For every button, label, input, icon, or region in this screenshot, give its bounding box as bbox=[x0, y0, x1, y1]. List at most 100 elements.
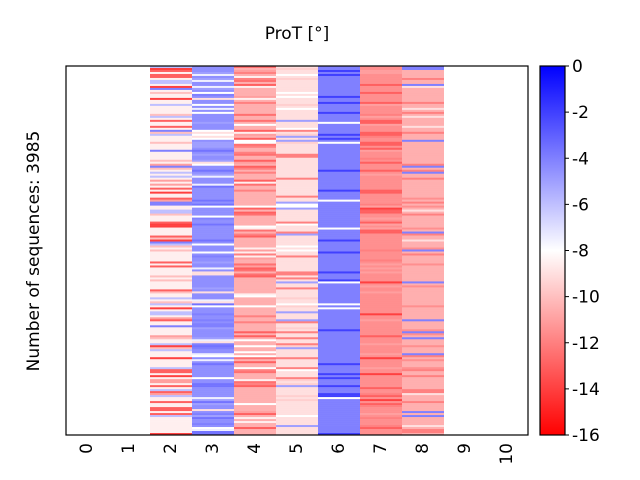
heatmap-cell bbox=[402, 371, 444, 374]
heatmap-cell bbox=[192, 349, 234, 352]
heatmap-cell bbox=[150, 297, 192, 300]
heatmap-cell bbox=[318, 397, 360, 400]
heatmap-cell bbox=[360, 241, 402, 244]
heatmap-cell bbox=[192, 413, 234, 416]
heatmap-cell bbox=[192, 277, 234, 280]
heatmap-cell bbox=[234, 339, 276, 342]
heatmap-cell bbox=[276, 345, 318, 348]
heatmap-cell bbox=[360, 305, 402, 308]
heatmap-cell bbox=[192, 171, 234, 174]
heatmap-cell bbox=[318, 229, 360, 232]
heatmap-cell bbox=[150, 275, 192, 278]
heatmap-cell bbox=[318, 293, 360, 296]
heatmap-cell bbox=[276, 119, 318, 123]
heatmap-cell bbox=[360, 289, 402, 292]
heatmap-cell bbox=[234, 407, 276, 410]
heatmap-cell bbox=[360, 231, 402, 234]
heatmap-cell bbox=[276, 319, 318, 322]
heatmap-cell bbox=[276, 189, 318, 192]
heatmap-cell bbox=[402, 427, 444, 430]
heatmap-cell bbox=[402, 401, 444, 404]
heatmap-cell bbox=[276, 219, 318, 222]
heatmap-cell bbox=[192, 199, 234, 202]
heatmap-cell bbox=[192, 219, 234, 222]
heatmap-cell bbox=[192, 97, 234, 101]
heatmap-cell bbox=[192, 415, 234, 418]
heatmap-cell bbox=[360, 431, 402, 434]
heatmap-cell bbox=[234, 243, 276, 246]
heatmap-cell bbox=[402, 69, 444, 73]
heatmap-cell bbox=[150, 425, 192, 428]
heatmap-cell bbox=[360, 261, 402, 264]
heatmap-cell bbox=[360, 339, 402, 342]
heatmap-cell bbox=[276, 423, 318, 426]
heatmap-cell bbox=[318, 389, 360, 392]
heatmap-cell bbox=[276, 407, 318, 410]
heatmap-cell bbox=[192, 191, 234, 194]
heatmap-cell bbox=[402, 83, 444, 87]
heatmap-cell bbox=[150, 371, 192, 374]
heatmap-cell bbox=[234, 121, 276, 125]
heatmap-cell bbox=[360, 275, 402, 278]
heatmap-cell bbox=[234, 295, 276, 298]
heatmap-cell bbox=[192, 311, 234, 314]
heatmap-cell bbox=[318, 129, 360, 133]
heatmap-cell bbox=[234, 145, 276, 149]
heatmap-cell bbox=[360, 85, 402, 89]
heatmap-cell bbox=[150, 155, 192, 159]
heatmap-cell bbox=[402, 71, 444, 75]
heatmap-cell bbox=[150, 133, 192, 137]
heatmap-cell bbox=[318, 241, 360, 244]
heatmap-cell bbox=[360, 129, 402, 133]
heatmap-cell bbox=[276, 275, 318, 278]
heatmap-cell bbox=[276, 431, 318, 434]
heatmap-cell bbox=[402, 127, 444, 131]
heatmap-cell bbox=[234, 303, 276, 306]
heatmap-cell bbox=[276, 357, 318, 360]
heatmap-cell bbox=[234, 93, 276, 97]
heatmap-cell bbox=[360, 209, 402, 212]
heatmap-cell bbox=[234, 157, 276, 161]
heatmap-cell bbox=[234, 335, 276, 338]
heatmap-cell bbox=[276, 101, 318, 105]
heatmap-cell bbox=[192, 201, 234, 204]
x-tick-label: 6 bbox=[329, 443, 349, 454]
heatmap-cell bbox=[192, 345, 234, 348]
heatmap-cell bbox=[234, 89, 276, 93]
heatmap-cell bbox=[360, 199, 402, 202]
heatmap-cell bbox=[192, 395, 234, 398]
heatmap-cell bbox=[402, 315, 444, 318]
heatmap-cell bbox=[318, 185, 360, 188]
heatmap-cell bbox=[276, 223, 318, 226]
heatmap-cell bbox=[318, 165, 360, 169]
heatmap-cell bbox=[234, 229, 276, 232]
heatmap-cell bbox=[402, 275, 444, 278]
heatmap-cell bbox=[360, 337, 402, 340]
heatmap-cell bbox=[360, 311, 402, 314]
heatmap-cell bbox=[402, 357, 444, 360]
heatmap-cell bbox=[192, 419, 234, 422]
heatmap-cell bbox=[360, 139, 402, 143]
heatmap-cell bbox=[360, 155, 402, 159]
heatmap-cell bbox=[234, 159, 276, 163]
heatmap-cell bbox=[276, 125, 318, 129]
heatmap-cell bbox=[360, 403, 402, 406]
heatmap-cell bbox=[150, 433, 192, 435]
colorbar-tick-label: -10 bbox=[572, 288, 600, 308]
heatmap-cell bbox=[360, 147, 402, 151]
heatmap-cell bbox=[318, 299, 360, 302]
heatmap-cell bbox=[276, 365, 318, 368]
heatmap-cell bbox=[318, 419, 360, 422]
heatmap-cell bbox=[318, 357, 360, 360]
heatmap-cell bbox=[234, 217, 276, 220]
heatmap-cell bbox=[360, 177, 402, 180]
heatmap-cell bbox=[360, 293, 402, 296]
heatmap-cell bbox=[192, 377, 234, 380]
heatmap-cell bbox=[192, 279, 234, 282]
heatmap-cell bbox=[402, 161, 444, 165]
heatmap-cell bbox=[150, 427, 192, 430]
heatmap-cell bbox=[234, 221, 276, 224]
heatmap-cell bbox=[276, 291, 318, 294]
heatmap-cell bbox=[318, 327, 360, 330]
heatmap-cell bbox=[276, 401, 318, 404]
